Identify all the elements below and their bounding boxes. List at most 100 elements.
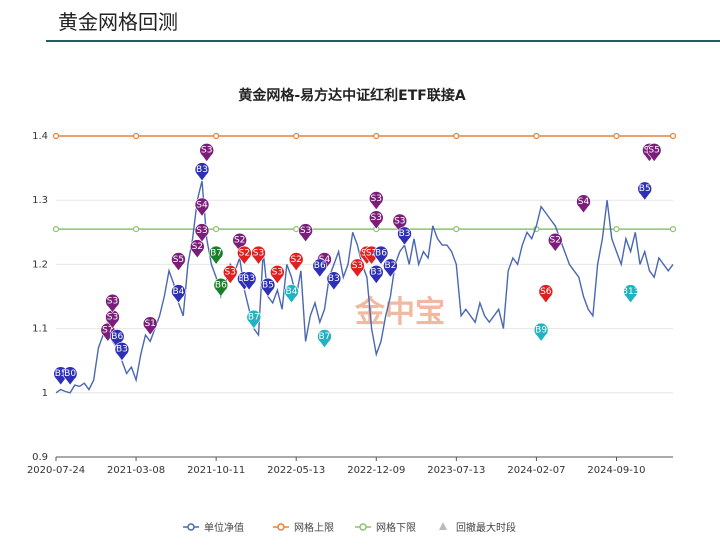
sell-marker-shape <box>368 210 384 230</box>
sell-marker-label: S3 <box>196 226 207 236</box>
buy-marker: B7 <box>246 309 262 330</box>
buy-marker-shape <box>533 322 549 342</box>
sell-marker-label: S3 <box>272 268 283 278</box>
buy-marker-label: B6 <box>215 281 227 291</box>
sell-marker-label: S3 <box>253 248 264 258</box>
buy-marker-shape <box>326 271 342 291</box>
buy-marker-label: B0 <box>64 369 76 379</box>
legend-marker <box>359 523 367 531</box>
buy-marker: B3 <box>326 271 342 291</box>
sell-marker: S3 <box>222 265 238 285</box>
sell-marker: S3 <box>105 293 120 314</box>
sell-marker-label: S3 <box>371 194 382 204</box>
buy-marker: B3 <box>241 271 257 291</box>
upper-limit-line-point <box>373 132 380 140</box>
legend-marker <box>187 523 195 531</box>
sell-marker-shape <box>251 245 266 265</box>
buy-marker-shape <box>194 162 210 182</box>
buy-marker: B3 <box>114 342 130 362</box>
buy-marker-label: B6 <box>314 261 326 271</box>
buy-marker-shape <box>284 284 299 304</box>
buy-marker: B6 <box>312 258 328 278</box>
sell-marker: S2 <box>547 232 563 253</box>
x-tick-label: 2024-09-10 <box>587 465 645 476</box>
sell-marker-shape <box>547 232 563 253</box>
buy-marker-label: B7 <box>319 332 331 342</box>
sell-marker-label: S3 <box>300 226 311 236</box>
sell-marker: S6 <box>538 284 554 304</box>
buy-marker-shape <box>62 366 78 386</box>
sell-marker-label: S2 <box>239 248 250 258</box>
buy-marker-label: B5 <box>639 184 651 194</box>
buy-marker: B2 <box>383 258 398 278</box>
y-tick-label: 1.2 <box>32 259 48 270</box>
buy-marker-label: B6 <box>375 248 387 258</box>
sell-marker-label: S1 <box>144 319 155 329</box>
sell-marker-shape <box>232 232 247 253</box>
sell-marker-shape <box>288 252 304 272</box>
sell-marker: S4 <box>194 197 210 217</box>
buy-marker-shape <box>637 181 653 201</box>
buy-marker: B7 <box>317 329 332 349</box>
buy-marker: B5 <box>260 277 276 297</box>
buy-marker-label: B6 <box>111 332 123 342</box>
buy-marker: B13 <box>622 284 639 304</box>
sell-marker-label: S3 <box>394 216 405 226</box>
lower-limit-line-point <box>669 225 677 233</box>
buy-marker: B5 <box>637 181 653 201</box>
buy-marker: B4 <box>171 284 186 304</box>
buy-marker: B7 <box>208 245 224 265</box>
upper-limit-line-point <box>669 132 677 140</box>
sell-marker: S3 <box>251 245 266 265</box>
buy-marker-label: B3 <box>243 274 255 284</box>
title-divider <box>46 40 720 42</box>
x-tick-label: 2022-05-13 <box>267 465 325 476</box>
buy-marker-shape <box>171 284 186 304</box>
buy-marker-shape <box>260 277 276 297</box>
buy-marker-shape <box>368 265 384 285</box>
buy-marker-shape <box>317 329 332 349</box>
buy-marker: B6 <box>213 277 229 297</box>
lower-limit-line-point <box>213 225 220 233</box>
grid-limit-lines <box>52 132 677 233</box>
sell-marker-shape <box>392 213 408 233</box>
sell-marker: S2 <box>288 252 304 272</box>
buy-marker-label: B3 <box>399 229 411 239</box>
sell-marker-shape <box>237 245 252 265</box>
y-tick-label: 1.1 <box>32 324 48 335</box>
sell-marker-shape <box>270 265 285 285</box>
buy-marker-label: B3 <box>370 268 382 278</box>
sell-marker-label: S2 <box>290 255 301 265</box>
y-axis: 0.9 1 1.1 1.2 1.3 1.4 <box>32 131 673 463</box>
chart-title: 黄金网格-易方达中证红利ETF联接A <box>238 87 465 104</box>
sell-marker-label: S4 <box>196 200 208 210</box>
buy-marker: B6 <box>109 329 125 349</box>
sell-marker-label: S6 <box>540 287 552 297</box>
sell-marker-label: S5 <box>648 146 659 156</box>
legend: 单位净值 网格上限 网格下限 回撤最大时段 <box>183 521 516 534</box>
sell-marker-shape <box>142 316 158 336</box>
sell-marker: S3 <box>350 258 365 278</box>
sell-marker-label: S2 <box>192 242 203 252</box>
sell-marker-label: S7 <box>102 325 113 335</box>
x-tick-label: 2024-02-07 <box>507 465 565 476</box>
legend-label: 网格下限 <box>376 521 416 534</box>
sell-marker: S4 <box>576 194 591 214</box>
legend-label: 网格上限 <box>294 521 334 534</box>
sell-marker-label: S3 <box>352 261 363 271</box>
sell-marker: S3 <box>392 213 408 233</box>
sell-marker-label: S3 <box>371 213 382 223</box>
buy-marker-shape <box>114 342 130 362</box>
sell-marker-label: S3 <box>107 297 118 307</box>
sell-marker: S2 <box>237 245 252 265</box>
sell-marker-shape <box>199 143 215 163</box>
buy-marker-label: B9 <box>535 325 547 335</box>
buy-marker: B4 <box>284 284 299 304</box>
buy-marker-label: B5 <box>55 369 67 379</box>
sell-marker-shape <box>194 223 210 243</box>
buy-marker: B0 <box>62 366 78 386</box>
sell-marker-label: S2 <box>234 236 245 246</box>
buy-marker-label: B3 <box>196 165 208 175</box>
sell-marker: S5 <box>171 252 186 272</box>
